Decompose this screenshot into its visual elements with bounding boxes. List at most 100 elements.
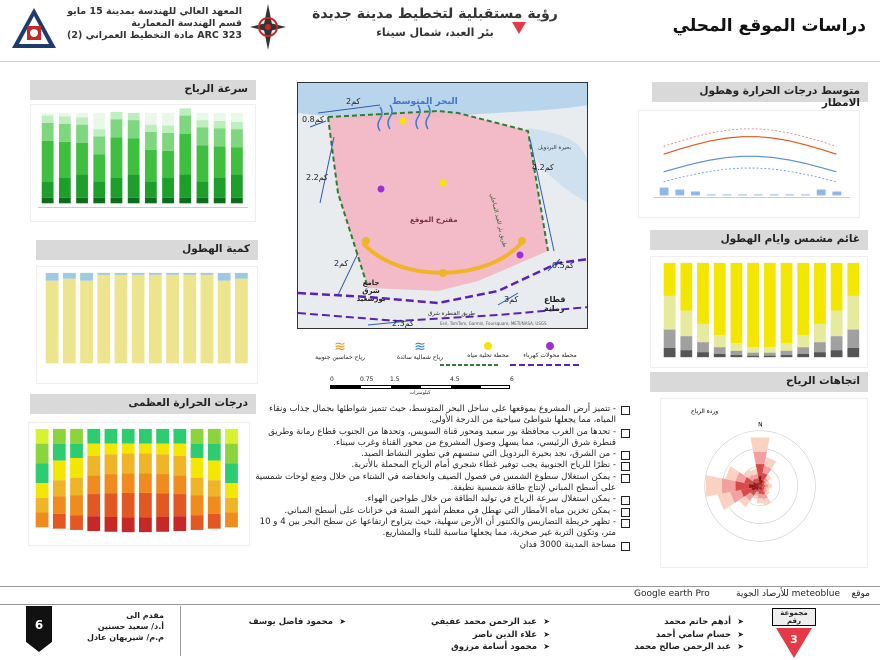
chart-bar bbox=[207, 513, 221, 529]
chart-bar bbox=[207, 428, 221, 444]
site-note-item: - تحدها من الغرب محافظة بور سعيد ومحور ق… bbox=[254, 427, 630, 450]
chart-bar bbox=[183, 272, 197, 275]
group-badge: مجموعة رقم 3 bbox=[772, 608, 816, 658]
chart-bar bbox=[114, 274, 128, 364]
page-title: دراسات الموقع المحلي bbox=[672, 16, 866, 36]
chart-bar bbox=[166, 272, 179, 275]
chart-bar bbox=[87, 443, 101, 456]
chart-bar bbox=[179, 133, 192, 175]
chart-bar bbox=[162, 197, 174, 204]
chart-bar bbox=[196, 181, 209, 198]
chart-bar bbox=[93, 136, 106, 155]
divider-vertical bbox=[180, 606, 181, 656]
chart-bar bbox=[213, 197, 226, 204]
chart-bar bbox=[58, 141, 71, 178]
chart-bar bbox=[730, 355, 743, 358]
chart-bar bbox=[190, 477, 204, 496]
section-cloudy-sunny: غائم مشمس وايام الهطول bbox=[650, 230, 868, 250]
chart-bar bbox=[173, 516, 187, 532]
chart-bar bbox=[58, 123, 71, 142]
map-credit: Esri, TomTom, Garmin, Foursquare, METI/N… bbox=[440, 321, 547, 326]
chart-bar bbox=[173, 494, 187, 517]
chart-bar bbox=[706, 194, 716, 196]
supervisor-2: م.م/ شيريهان عادل bbox=[87, 633, 164, 642]
chart-bar bbox=[659, 187, 669, 196]
precipitation-chart bbox=[36, 266, 258, 384]
chart-bar bbox=[139, 473, 152, 493]
wind-rose-petal bbox=[760, 485, 762, 488]
chart-bar bbox=[93, 112, 106, 130]
chart-bar bbox=[190, 443, 204, 459]
chart-bar bbox=[200, 272, 214, 275]
school-info: المعهد العالي للهندسة بمدينة 15 مايو قسم… bbox=[66, 6, 242, 42]
chart-bar bbox=[713, 353, 726, 358]
chart-bar bbox=[93, 154, 106, 182]
chart-bar bbox=[121, 517, 135, 533]
wind-rose-petal bbox=[760, 483, 763, 486]
student-name: محمود أسامة مرزوق bbox=[430, 641, 550, 654]
chart-bar bbox=[225, 428, 238, 444]
section-wind-directions: اتجاهات الرياح bbox=[650, 372, 868, 392]
chart-bar bbox=[179, 174, 192, 198]
chart-bar bbox=[52, 496, 66, 514]
chart-bar bbox=[230, 147, 243, 175]
scale-tick: 0 bbox=[330, 376, 334, 383]
map-dist-left: 2.2كم bbox=[306, 173, 328, 182]
chart-bar bbox=[213, 146, 226, 178]
section-temperature-rain: متوسط درجات الحرارة وهطول الامطار bbox=[652, 82, 868, 109]
chart-bar bbox=[97, 274, 111, 364]
sources-row: موقع meteoblue للأرصاد الجوية Google ear… bbox=[0, 589, 880, 603]
chart-bar bbox=[697, 323, 709, 343]
chart-bar bbox=[663, 295, 676, 330]
section-precipitation: كمية الهطول bbox=[36, 240, 258, 260]
chart-bar bbox=[70, 495, 83, 516]
chart-bar bbox=[730, 350, 743, 356]
chart-bar bbox=[225, 483, 238, 498]
students-col3: محمود فاضل يوسف bbox=[246, 616, 346, 629]
student-name: محمود فاضل يوسف bbox=[246, 616, 346, 629]
chart-bar bbox=[127, 197, 140, 204]
wind-rose-petal bbox=[749, 483, 761, 489]
chart-bar bbox=[697, 342, 709, 353]
chart-bar bbox=[190, 515, 204, 530]
chart-bar bbox=[104, 443, 118, 455]
chart-bar bbox=[121, 492, 135, 518]
chart-bar bbox=[713, 335, 726, 348]
chart-bar bbox=[58, 116, 71, 124]
chart-bar bbox=[780, 350, 793, 356]
chart-bar bbox=[52, 460, 66, 481]
chart-bar bbox=[87, 428, 101, 444]
chart-bar bbox=[87, 475, 101, 495]
chart-bar bbox=[207, 443, 221, 461]
school-line-1: المعهد العالي للهندسة بمدينة 15 مايو bbox=[67, 6, 242, 17]
chart-bar bbox=[76, 112, 88, 118]
chart-bar bbox=[753, 194, 763, 196]
site-map[interactable]: البحر المتوسط مقترح الموقع بحيرة البردوي… bbox=[297, 82, 588, 329]
chart-line bbox=[663, 167, 837, 183]
source-google: Google earth Pro bbox=[634, 589, 710, 599]
chart-bar bbox=[110, 119, 123, 138]
chart-bar bbox=[200, 274, 214, 364]
chart-bar bbox=[52, 513, 66, 529]
chart-bar bbox=[230, 121, 243, 130]
chart-bar bbox=[139, 517, 152, 533]
legend-power-station: محطة محولات كهرباء bbox=[520, 340, 580, 359]
chart-bar bbox=[35, 443, 49, 464]
wind-rose-petal bbox=[756, 482, 761, 486]
chart-bar bbox=[173, 475, 187, 495]
legend-north-wind-label: رياح شمالية سائدة bbox=[396, 354, 444, 361]
chart-bar bbox=[139, 453, 152, 474]
chart-bar bbox=[675, 189, 685, 196]
sheet-number: 6 bbox=[34, 618, 44, 632]
chart-bar bbox=[41, 197, 54, 204]
chart-bar bbox=[230, 112, 243, 122]
chart-bar bbox=[769, 194, 779, 196]
chart-line bbox=[663, 155, 837, 173]
chart-bar bbox=[830, 336, 843, 351]
north-wind-icon: ≋ bbox=[414, 339, 426, 355]
chart-bar bbox=[713, 262, 726, 336]
scale-bar-stripe bbox=[330, 385, 510, 389]
chart-bar bbox=[41, 122, 54, 141]
student-name: عبد الرحمن صالح محمد bbox=[634, 641, 744, 654]
chart-bar bbox=[131, 272, 145, 275]
